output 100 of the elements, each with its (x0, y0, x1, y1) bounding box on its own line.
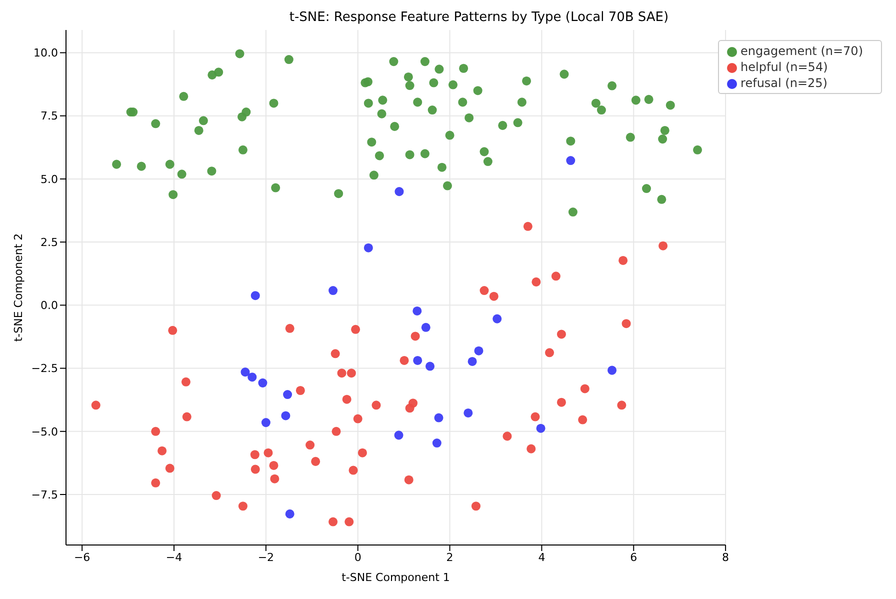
point (532, 277, 541, 286)
point (270, 474, 280, 484)
point (258, 378, 268, 388)
point (400, 356, 409, 365)
point (608, 366, 617, 375)
x-tick-label: 6 (630, 550, 638, 564)
x-tick-label: 8 (722, 550, 730, 564)
y-axis-title: t-SNE Component 2 (12, 233, 25, 342)
point (556, 398, 566, 407)
point (346, 368, 356, 378)
point (432, 438, 442, 448)
point (566, 156, 576, 166)
point (158, 446, 167, 456)
point (618, 256, 628, 265)
point (412, 306, 422, 316)
point (394, 430, 404, 440)
point (306, 440, 315, 450)
point (182, 412, 192, 422)
point (492, 314, 502, 324)
point (261, 418, 270, 428)
point (536, 424, 546, 433)
point (394, 187, 404, 196)
point (353, 414, 362, 424)
point (264, 448, 273, 458)
point (421, 322, 430, 332)
legend-label: refusal (n=25) (740, 76, 828, 90)
point (281, 411, 290, 420)
chart-title: t-SNE: Response Feature Patterns by Type (Local 70B SAE) (288, 10, 670, 25)
point (545, 348, 554, 358)
point (151, 426, 160, 436)
point (337, 368, 346, 378)
x-tick-label: −4 (166, 550, 182, 564)
point (250, 450, 260, 460)
x-tick-label: −2 (258, 550, 274, 564)
point (330, 349, 340, 358)
point (358, 448, 367, 458)
point (151, 478, 160, 488)
point (523, 222, 532, 231)
point (480, 286, 489, 296)
point (269, 460, 278, 470)
point (250, 291, 260, 300)
point (342, 394, 352, 404)
x-tick-label: −6 (74, 550, 90, 564)
point (410, 332, 420, 341)
point (248, 372, 257, 382)
point (165, 464, 174, 473)
y-tick-label: 2.5 (40, 236, 58, 249)
y-tick-label: 5.0 (40, 172, 58, 186)
point (328, 286, 338, 296)
x-tick-label: 2 (446, 550, 454, 564)
y-tick-label: −2.5 (31, 362, 58, 376)
y-tick-label: 7.5 (40, 110, 58, 123)
point (344, 517, 354, 526)
point (405, 404, 414, 413)
y-tick-label: 0.0 (40, 299, 58, 312)
x-axis-title: t-SNE Component 1 (342, 571, 450, 584)
point (91, 400, 100, 410)
point (658, 241, 668, 250)
point (238, 502, 248, 511)
x-tick-label: 4 (538, 550, 546, 564)
point (502, 432, 512, 441)
point (364, 243, 373, 252)
point (471, 502, 480, 511)
point (526, 444, 536, 454)
legend-label: helpful (n=54) (740, 60, 828, 74)
point (474, 346, 484, 356)
point (181, 377, 190, 386)
point (168, 326, 178, 335)
point (580, 384, 590, 394)
point (434, 413, 444, 422)
point (578, 415, 588, 424)
x-tick-label: 0 (354, 550, 362, 564)
y-tick-label: −7.5 (31, 488, 58, 502)
point (283, 390, 292, 400)
y-tick-label: −5.0 (31, 425, 58, 438)
point (296, 386, 305, 396)
point (351, 324, 360, 334)
point (404, 475, 414, 484)
point (311, 456, 320, 466)
point (426, 362, 435, 371)
point (250, 464, 260, 474)
point (348, 466, 358, 475)
point (464, 408, 473, 418)
point (372, 400, 381, 410)
point (489, 292, 498, 301)
point (617, 400, 626, 410)
y-tick-label: 10.0 (34, 46, 58, 60)
point (556, 330, 566, 339)
point (285, 509, 294, 518)
point (622, 319, 631, 328)
point (551, 272, 560, 281)
point (468, 356, 477, 366)
point (332, 426, 341, 436)
legend-label: engagement (n=70) (740, 44, 863, 58)
point (212, 491, 221, 500)
point (240, 368, 250, 377)
point (413, 356, 422, 365)
point (328, 517, 338, 526)
point (285, 324, 294, 333)
point (530, 412, 540, 422)
